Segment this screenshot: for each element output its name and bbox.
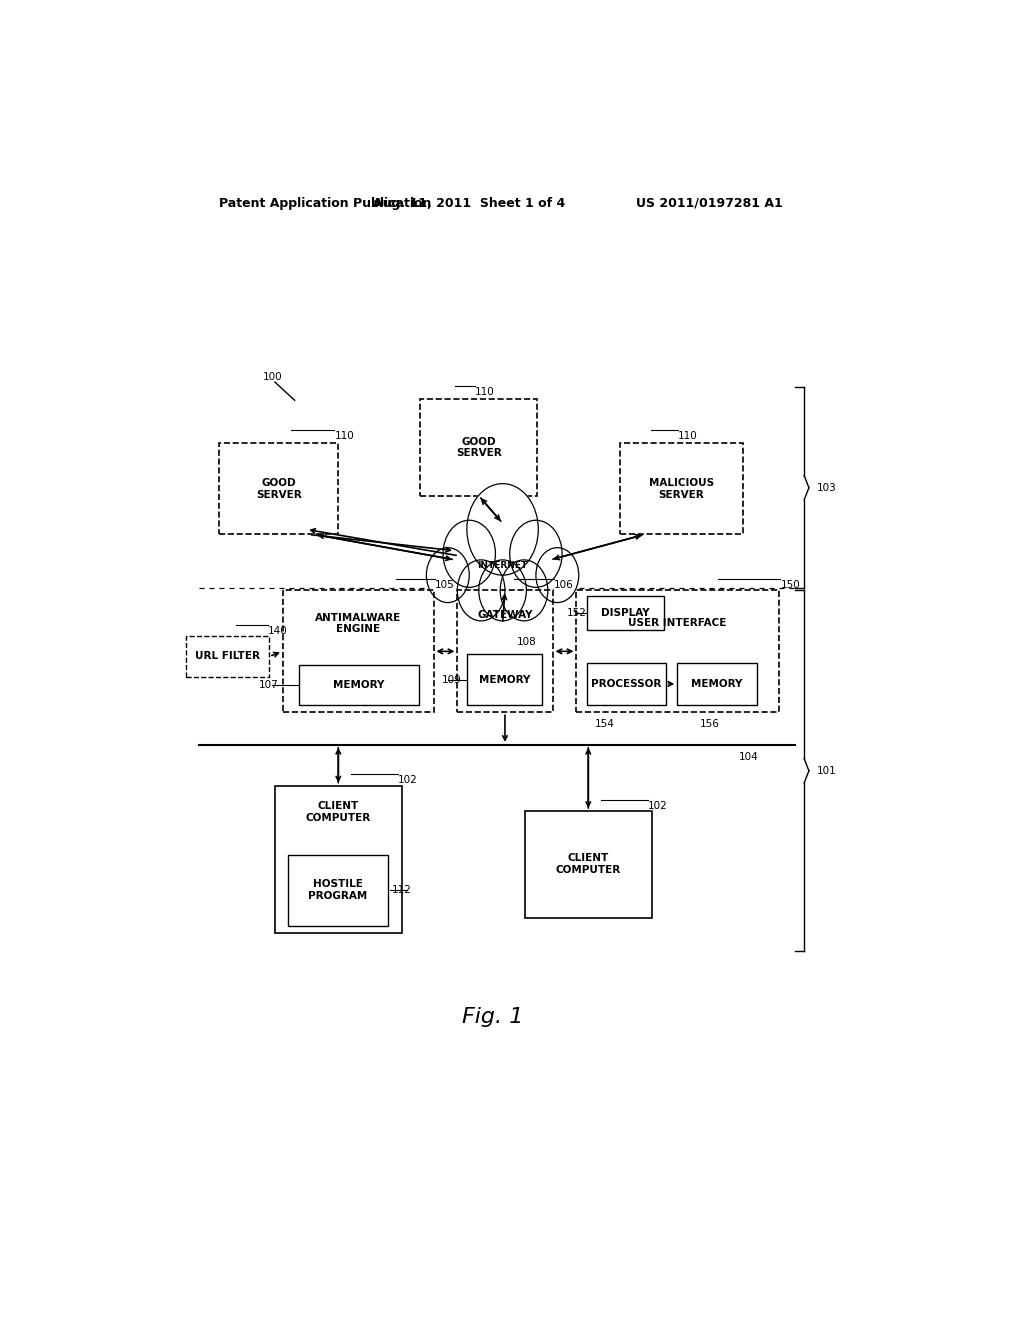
Text: Patent Application Publication: Patent Application Publication <box>219 197 432 210</box>
Circle shape <box>467 483 539 576</box>
FancyBboxPatch shape <box>524 810 652 917</box>
Text: USER INTERFACE: USER INTERFACE <box>629 618 727 628</box>
Text: 156: 156 <box>699 718 719 729</box>
Text: 140: 140 <box>267 626 288 636</box>
Text: Fig. 1: Fig. 1 <box>463 1007 523 1027</box>
FancyBboxPatch shape <box>274 785 401 933</box>
Text: 104: 104 <box>739 752 759 762</box>
Text: 112: 112 <box>391 886 412 895</box>
Text: 150: 150 <box>780 581 800 590</box>
Circle shape <box>479 560 526 620</box>
Circle shape <box>426 548 469 602</box>
Text: 107: 107 <box>259 680 279 690</box>
Text: MEMORY: MEMORY <box>479 675 530 685</box>
FancyBboxPatch shape <box>299 664 419 705</box>
FancyBboxPatch shape <box>587 597 665 630</box>
FancyBboxPatch shape <box>283 590 433 713</box>
Text: CLIENT
COMPUTER: CLIENT COMPUTER <box>306 801 371 822</box>
Text: 110: 110 <box>475 387 495 397</box>
Text: 102: 102 <box>648 801 668 810</box>
FancyBboxPatch shape <box>420 399 538 496</box>
Text: Aug. 11, 2011  Sheet 1 of 4: Aug. 11, 2011 Sheet 1 of 4 <box>373 197 565 210</box>
Text: 106: 106 <box>554 581 573 590</box>
Text: 152: 152 <box>567 609 587 618</box>
FancyBboxPatch shape <box>219 444 338 535</box>
Text: 103: 103 <box>817 483 837 492</box>
Text: 100: 100 <box>263 372 283 381</box>
Text: GOOD
SERVER: GOOD SERVER <box>256 478 302 499</box>
FancyBboxPatch shape <box>587 663 666 705</box>
Text: 110: 110 <box>678 430 697 441</box>
Circle shape <box>536 548 579 602</box>
Circle shape <box>510 520 562 587</box>
FancyBboxPatch shape <box>677 663 757 705</box>
Text: GATEWAY: GATEWAY <box>477 610 532 620</box>
FancyBboxPatch shape <box>458 590 553 713</box>
FancyBboxPatch shape <box>186 636 269 677</box>
FancyBboxPatch shape <box>289 854 387 925</box>
Text: 154: 154 <box>595 718 614 729</box>
Text: PROCESSOR: PROCESSOR <box>591 678 662 689</box>
Text: 108: 108 <box>517 638 537 647</box>
Circle shape <box>458 560 505 620</box>
Text: 110: 110 <box>334 430 354 441</box>
Text: ANTIMALWARE
ENGINE: ANTIMALWARE ENGINE <box>315 612 401 634</box>
Text: CLIENT
COMPUTER: CLIENT COMPUTER <box>556 854 621 875</box>
Text: URL FILTER: URL FILTER <box>196 652 260 661</box>
Circle shape <box>443 520 496 587</box>
Text: HOSTILE
PROGRAM: HOSTILE PROGRAM <box>308 879 368 902</box>
Text: MALICIOUS
SERVER: MALICIOUS SERVER <box>649 478 714 499</box>
Text: MEMORY: MEMORY <box>333 680 385 690</box>
FancyBboxPatch shape <box>467 655 543 705</box>
FancyBboxPatch shape <box>577 590 778 713</box>
Text: US 2011/0197281 A1: US 2011/0197281 A1 <box>636 197 782 210</box>
Text: DISPLAY: DISPLAY <box>601 609 650 618</box>
Circle shape <box>500 560 548 620</box>
Text: GOOD
SERVER: GOOD SERVER <box>456 437 502 458</box>
Text: INTERNET: INTERNET <box>477 561 527 570</box>
Text: 102: 102 <box>397 775 418 785</box>
Text: MEMORY: MEMORY <box>691 678 742 689</box>
Text: 109: 109 <box>441 675 461 685</box>
Text: 101: 101 <box>817 766 837 776</box>
FancyBboxPatch shape <box>620 444 743 535</box>
Text: 105: 105 <box>435 581 455 590</box>
